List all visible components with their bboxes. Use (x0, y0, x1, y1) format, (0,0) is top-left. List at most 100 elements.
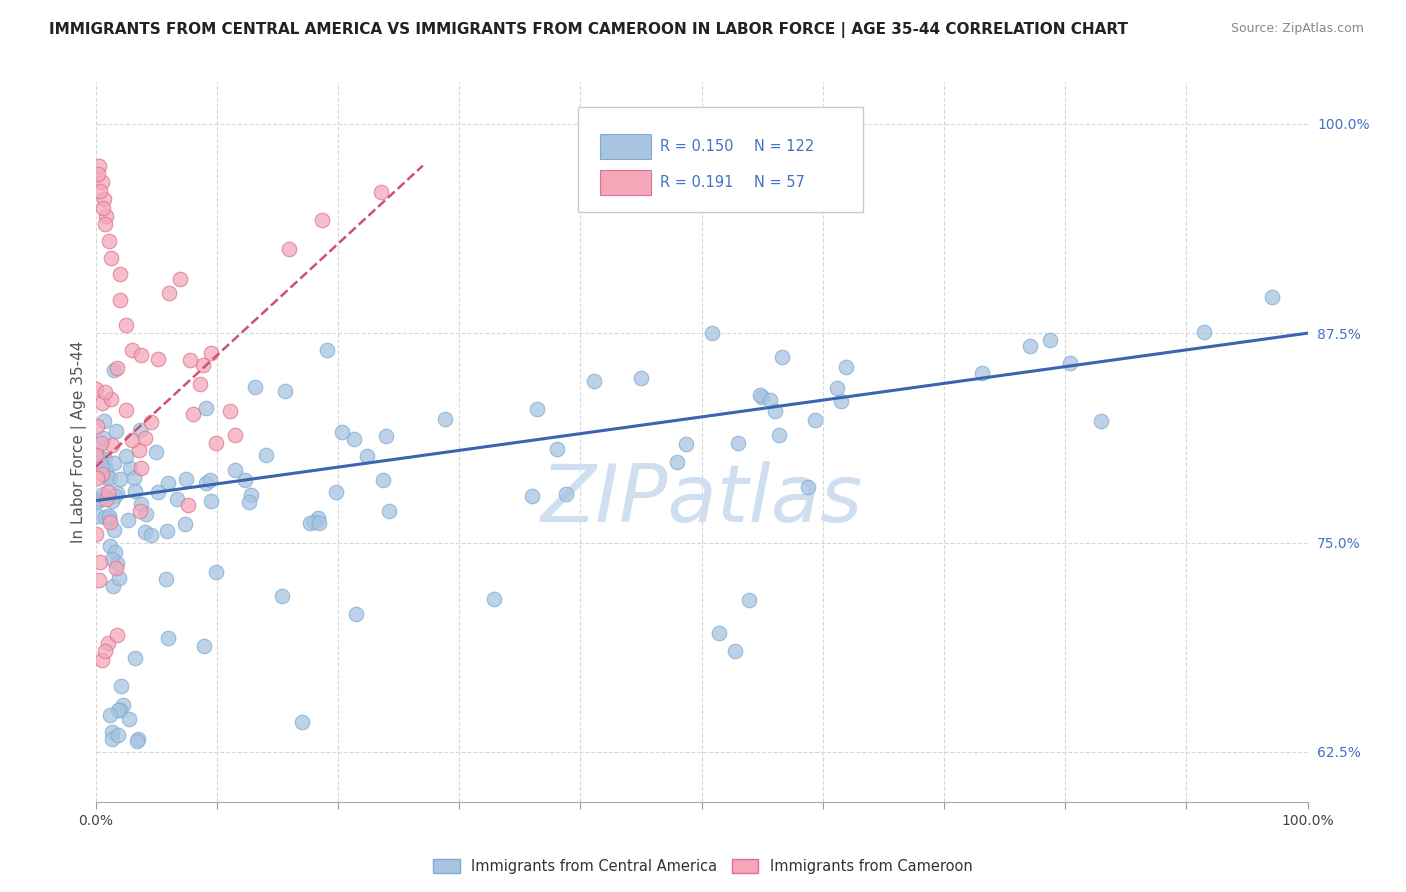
Point (94, 492, 117, 507)
Point (482, 591, 505, 606)
Point (94, 509, 117, 524)
Point (1018, 339, 1040, 353)
Point (108, 293, 131, 307)
Point (169, 271, 191, 285)
Point (827, 381, 849, 395)
Point (91, 395, 114, 409)
Point (93, 192, 115, 206)
Point (194, 401, 217, 415)
FancyBboxPatch shape (578, 107, 863, 211)
Point (302, 516, 325, 530)
Point (90, 653, 112, 667)
Point (174, 517, 197, 532)
Point (139, 528, 162, 542)
Point (124, 483, 146, 498)
Point (115, 449, 138, 463)
Point (219, 404, 242, 418)
Point (665, 455, 688, 469)
Point (118, 712, 141, 726)
Point (90, 175, 112, 189)
Point (738, 593, 761, 607)
Point (100, 251, 122, 265)
Legend: Immigrants from Central America, Immigrants from Cameroon: Immigrants from Central America, Immigra… (427, 854, 979, 880)
Point (84, 449, 107, 463)
Point (124, 651, 146, 665)
Point (315, 343, 337, 357)
Text: N = 122: N = 122 (754, 139, 814, 154)
Point (105, 486, 128, 500)
Point (129, 461, 152, 475)
Point (97, 234, 120, 248)
Point (330, 425, 353, 439)
Point (135, 507, 157, 521)
Point (107, 728, 129, 742)
Point (87, 494, 110, 508)
Point (146, 485, 169, 500)
Point (245, 380, 267, 394)
Point (105, 627, 128, 641)
Point (105, 557, 128, 571)
Point (707, 625, 730, 640)
Point (181, 407, 204, 421)
Point (156, 524, 179, 538)
Point (89, 555, 111, 569)
Point (582, 374, 605, 388)
Point (97, 485, 120, 500)
Point (114, 403, 136, 417)
Text: IMMIGRANTS FROM CENTRAL AMERICA VS IMMIGRANTS FROM CAMEROON IN LABOR FORCE | AGE: IMMIGRANTS FROM CENTRAL AMERICA VS IMMIG… (49, 22, 1128, 38)
Point (121, 343, 143, 357)
Point (91, 201, 114, 215)
Point (278, 242, 301, 256)
Point (157, 631, 180, 645)
Point (131, 349, 153, 363)
Point (107, 703, 129, 717)
Point (526, 401, 548, 416)
Point (233, 473, 256, 487)
Point (96, 471, 118, 485)
Point (86, 471, 108, 485)
Point (804, 413, 827, 427)
Point (274, 384, 297, 399)
Point (194, 475, 217, 490)
Point (89, 491, 111, 506)
Point (90, 459, 112, 474)
Point (200, 473, 222, 487)
Point (166, 491, 188, 506)
Point (98, 708, 121, 723)
Point (224, 428, 246, 442)
Point (89, 574, 111, 588)
Point (238, 495, 260, 509)
Point (84, 527, 107, 541)
Point (700, 326, 723, 340)
Point (797, 479, 820, 493)
Point (91, 487, 114, 501)
Point (84, 382, 107, 396)
Point (433, 412, 456, 426)
Point (311, 212, 333, 227)
Point (344, 607, 367, 621)
Point (97, 508, 120, 523)
Point (554, 487, 576, 501)
Point (307, 511, 329, 525)
Point (108, 703, 131, 717)
Point (270, 589, 292, 603)
Point (325, 485, 347, 500)
Point (727, 436, 749, 450)
Point (93, 414, 115, 428)
Point (179, 352, 201, 367)
Point (1192, 326, 1215, 340)
Point (90, 435, 112, 450)
Point (105, 424, 128, 438)
Point (224, 463, 246, 477)
Point (200, 494, 222, 508)
Point (98, 540, 121, 554)
Point (101, 551, 124, 566)
Point (87, 167, 110, 181)
Point (108, 472, 131, 486)
Point (103, 456, 125, 470)
Point (724, 644, 747, 658)
Point (129, 423, 152, 437)
Point (630, 371, 652, 385)
Point (110, 679, 132, 693)
Point (104, 561, 127, 575)
